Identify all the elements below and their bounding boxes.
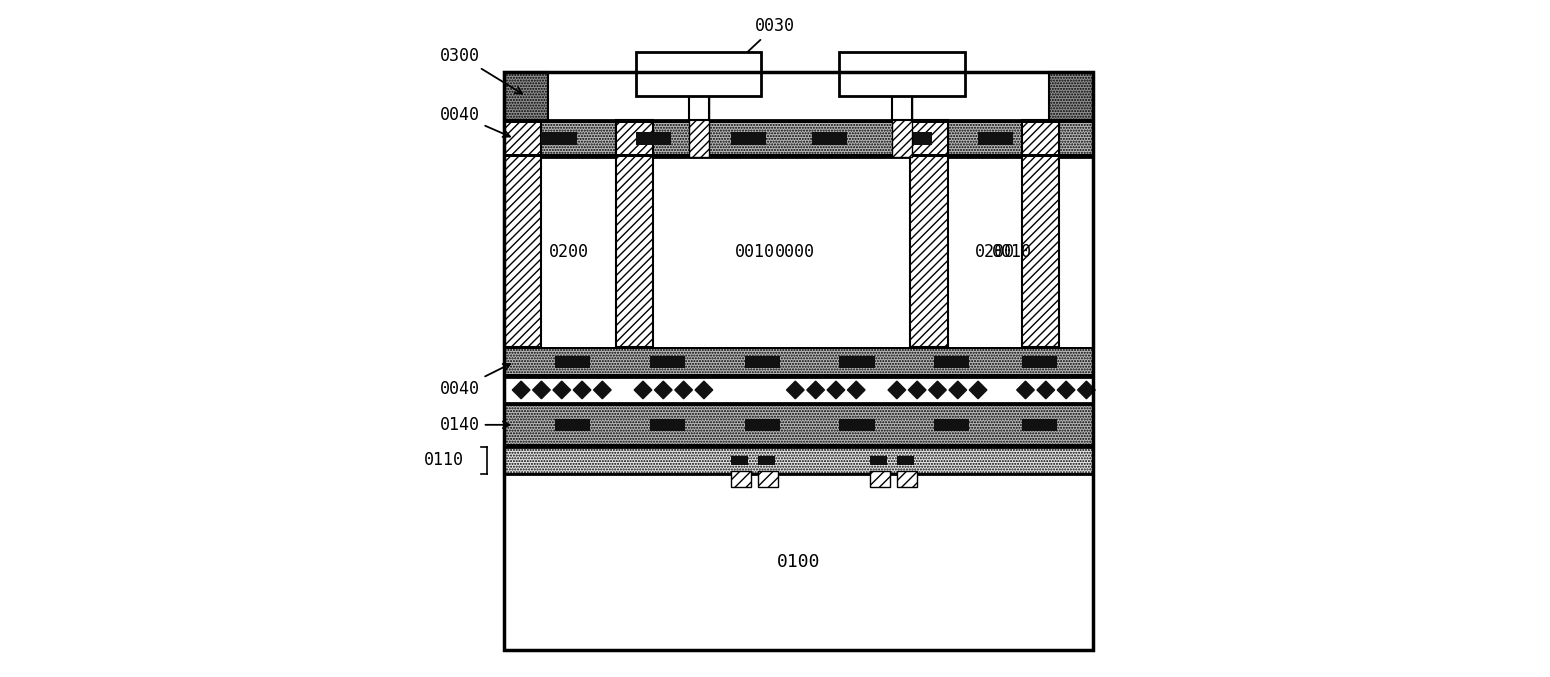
Text: 0200: 0200 [549, 243, 589, 261]
Polygon shape [949, 381, 967, 399]
Bar [870, 456, 887, 465]
Polygon shape [828, 381, 845, 399]
Bar [744, 355, 780, 368]
Polygon shape [908, 381, 925, 399]
Polygon shape [594, 381, 611, 399]
Bar [504, 120, 1093, 157]
Polygon shape [1077, 381, 1096, 399]
Bar [653, 120, 910, 347]
Bar [541, 120, 615, 347]
Bar [732, 471, 752, 487]
Bar [935, 355, 969, 368]
Bar [504, 120, 1093, 123]
Bar [839, 418, 874, 431]
Polygon shape [674, 381, 693, 399]
Bar [1021, 355, 1057, 368]
Text: 0200: 0200 [975, 243, 1015, 261]
Text: 0040: 0040 [440, 106, 510, 137]
Bar [504, 403, 1093, 406]
Bar [504, 72, 1093, 650]
Polygon shape [654, 381, 673, 399]
Bar [504, 347, 1093, 377]
Bar [1021, 418, 1057, 431]
Bar [947, 120, 1021, 347]
Bar [910, 120, 947, 347]
Polygon shape [928, 381, 947, 399]
Bar [839, 52, 964, 96]
Bar [504, 72, 549, 120]
Bar [839, 355, 874, 368]
Bar [504, 347, 1093, 349]
Text: 0110: 0110 [423, 452, 463, 469]
Bar [555, 355, 591, 368]
Polygon shape [888, 381, 905, 399]
Text: 0140: 0140 [440, 416, 510, 434]
Bar [504, 403, 1093, 447]
Bar [636, 132, 671, 144]
Bar [504, 374, 1093, 377]
Bar [1049, 72, 1093, 120]
Polygon shape [553, 381, 570, 399]
Bar [649, 418, 685, 431]
Bar [504, 120, 541, 347]
Bar [891, 96, 911, 120]
Bar [541, 132, 577, 144]
Polygon shape [969, 381, 987, 399]
Bar [897, 471, 918, 487]
Text: 0010: 0010 [992, 243, 1032, 261]
Polygon shape [574, 381, 591, 399]
Bar [897, 132, 932, 144]
Bar [732, 132, 766, 144]
Bar [891, 96, 911, 157]
Polygon shape [1017, 381, 1034, 399]
Bar [897, 456, 914, 465]
Bar [555, 418, 591, 431]
Bar [1059, 120, 1093, 347]
Bar [504, 154, 1093, 157]
Polygon shape [513, 381, 530, 399]
Bar [935, 418, 969, 431]
Polygon shape [848, 381, 865, 399]
Polygon shape [1057, 381, 1074, 399]
Polygon shape [533, 381, 550, 399]
Bar [688, 96, 708, 120]
Bar [504, 444, 1093, 447]
Bar [732, 456, 749, 465]
Text: 0300: 0300 [440, 47, 522, 93]
Bar [649, 355, 685, 368]
Polygon shape [634, 381, 653, 399]
Polygon shape [694, 381, 713, 399]
Bar [688, 96, 708, 157]
Polygon shape [786, 381, 804, 399]
Text: 0040: 0040 [440, 364, 510, 398]
Bar [758, 471, 778, 487]
Bar [504, 447, 1093, 474]
Bar [636, 52, 761, 96]
Bar [744, 418, 780, 431]
Text: 0030: 0030 [727, 17, 795, 71]
Bar [870, 471, 890, 487]
Text: 0000: 0000 [775, 243, 815, 261]
Bar [504, 120, 1093, 123]
Polygon shape [1037, 381, 1054, 399]
Bar [504, 347, 1093, 349]
Bar [1021, 120, 1059, 347]
Bar [504, 474, 1093, 650]
Text: 0010: 0010 [735, 243, 775, 261]
Polygon shape [808, 381, 825, 399]
Bar [758, 456, 775, 465]
Bar [978, 132, 1014, 144]
Bar [812, 132, 848, 144]
Text: 0100: 0100 [777, 553, 820, 571]
Bar [615, 120, 653, 347]
